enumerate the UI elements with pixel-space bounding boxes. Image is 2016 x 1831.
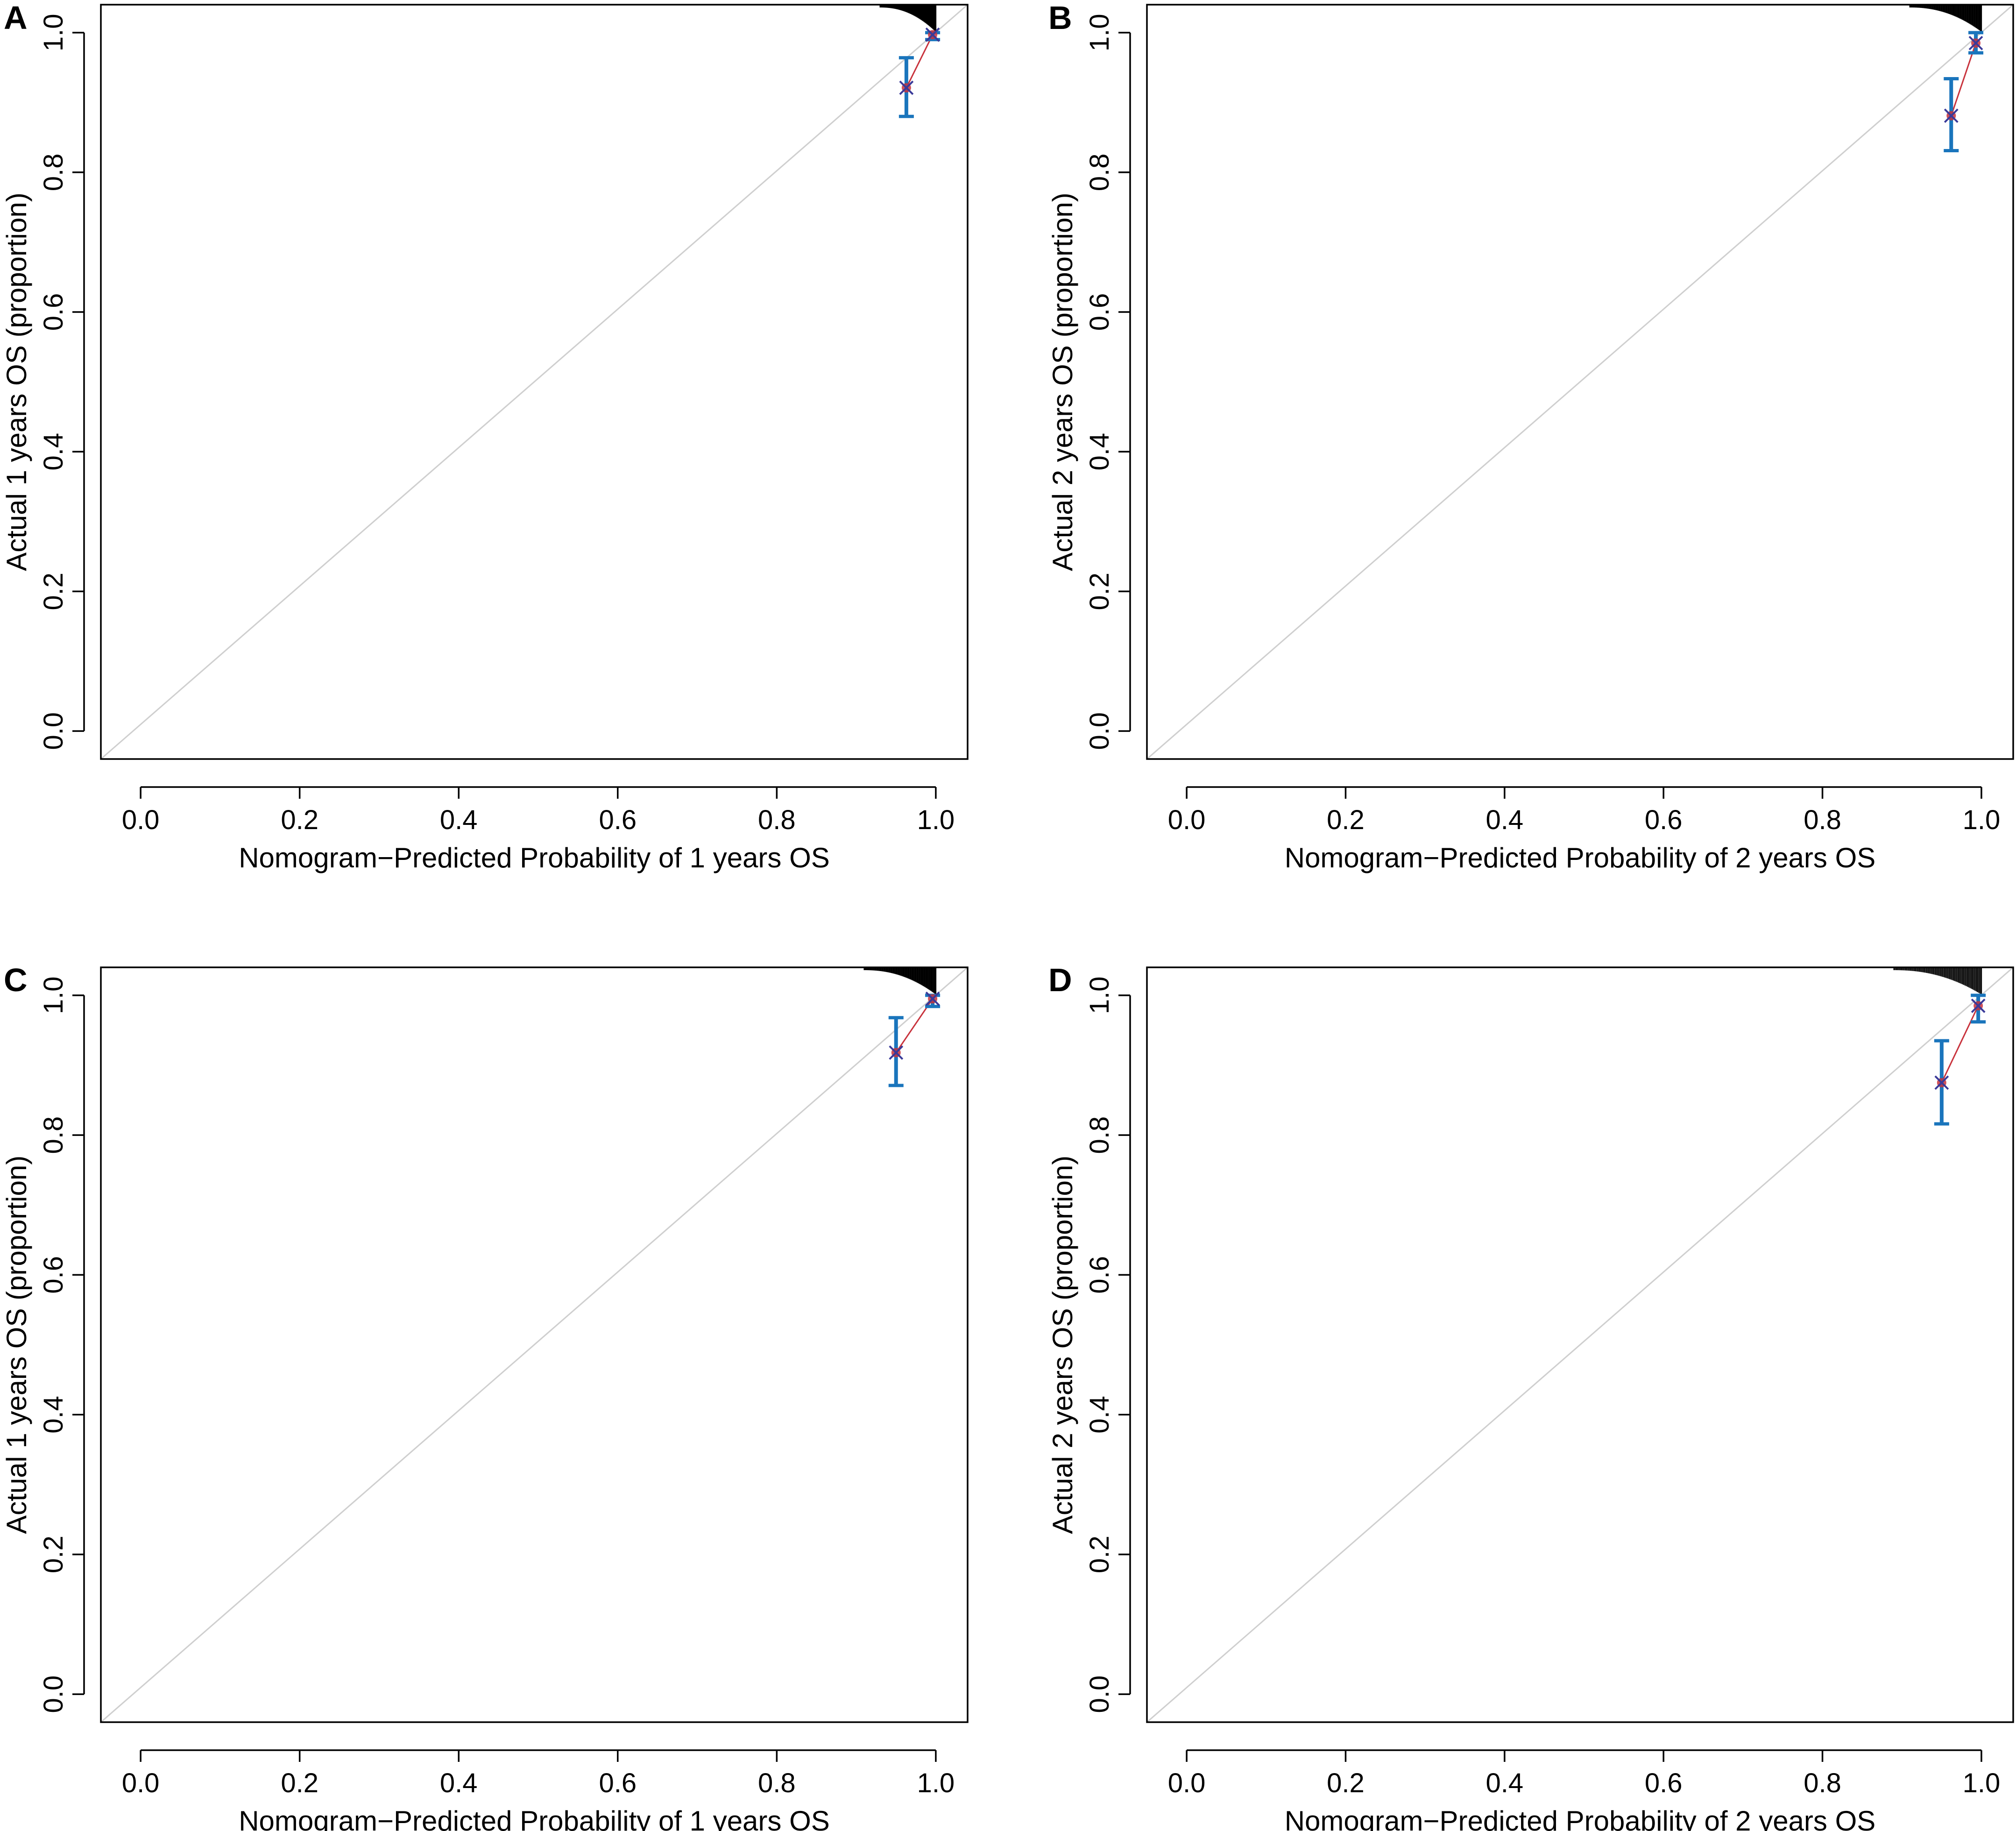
y-tick-label: 0.8 <box>38 1116 69 1154</box>
x-tick-label: 0.4 <box>440 1768 478 1798</box>
panel-letter: A <box>4 0 28 36</box>
x-axis-label: Nomogram−Predicted Probability of 1 year… <box>239 1805 830 1831</box>
y-tick-label: 0.2 <box>38 573 69 610</box>
panel-c: C 0.0 0.2 0.4 0.6 0.8 1.0 0.0 0.2 0.4 0.6 0.8 1.0 Nom… <box>1 962 969 1831</box>
point-cross <box>1944 108 1959 123</box>
ideal-reference-line <box>100 966 968 1723</box>
x-tick-label: 0.6 <box>1645 805 1683 835</box>
ideal-reference-line <box>1146 4 2014 760</box>
x-tick-label: 1.0 <box>917 1768 955 1798</box>
x-tick-label: 0.6 <box>1645 1768 1683 1798</box>
calibration-point <box>1944 108 1959 123</box>
calibration-point <box>1934 1075 1949 1090</box>
x-tick-label: 0.2 <box>281 1768 318 1798</box>
x-tick-label: 0.0 <box>122 805 160 835</box>
plot-frame <box>1146 966 2014 1723</box>
y-tick-label: 0.2 <box>38 1536 69 1574</box>
y-tick-label: 1.0 <box>1084 14 1115 51</box>
point-cross <box>1971 998 1986 1013</box>
y-axis-label: Actual 2 years OS (proportion) <box>1047 192 1078 571</box>
panel-letter: D <box>1048 962 1072 998</box>
y-tick-label: 0.4 <box>1084 1396 1115 1434</box>
y-tick-label: 0.8 <box>38 154 69 192</box>
y-tick-label: 1.0 <box>38 14 69 51</box>
calibration-line <box>1941 1005 1979 1083</box>
point-cross <box>889 1045 904 1060</box>
calibration-point <box>889 1045 904 1060</box>
point-cross <box>1968 35 1983 50</box>
y-tick-label: 0.6 <box>38 293 69 331</box>
y-axis-label: Actual 1 years OS (proportion) <box>1 192 32 571</box>
point-cross <box>899 80 914 95</box>
x-tick-label: 0.8 <box>758 1768 796 1798</box>
point-cross <box>925 27 940 42</box>
x-tick-label: 0.6 <box>599 1768 637 1798</box>
y-tick-label: 0.8 <box>1084 154 1115 192</box>
y-tick-label: 0.4 <box>1084 433 1115 471</box>
x-tick-label: 0.4 <box>1486 1768 1524 1798</box>
x-tick-label: 0.4 <box>1486 805 1524 835</box>
y-axis-label: Actual 1 years OS (proportion) <box>1 1156 32 1534</box>
x-tick-label: 0.8 <box>1804 805 1841 835</box>
y-tick-label: 0.2 <box>1084 573 1115 610</box>
panel-d: D 0.0 0.2 0.4 0.6 0.8 1.0 0.0 0.2 0.4 0.6 0.8 1.0 Nom… <box>1047 962 2014 1831</box>
rug-marks <box>1909 5 1982 32</box>
x-tick-label: 0.4 <box>440 805 478 835</box>
panel-b: B 0.0 0.2 0.4 0.6 0.8 1.0 0.0 0.2 0.4 0.6 0.8 1.0 Nom… <box>1047 0 2014 873</box>
calibration-point <box>899 80 914 95</box>
x-tick-label: 1.0 <box>1963 805 2001 835</box>
y-tick-label: 1.0 <box>38 977 69 1015</box>
y-tick-label: 0.4 <box>38 433 69 471</box>
y-tick-label: 0.4 <box>38 1396 69 1434</box>
y-tick-label: 0.2 <box>1084 1536 1115 1574</box>
point-cross <box>1934 1075 1949 1090</box>
y-tick-label: 0.0 <box>38 712 69 750</box>
y-tick-label: 0.6 <box>38 1256 69 1294</box>
x-tick-label: 0.8 <box>758 805 796 835</box>
calibration-point <box>925 991 940 1006</box>
x-tick-label: 1.0 <box>917 805 955 835</box>
x-tick-label: 0.2 <box>281 805 318 835</box>
x-tick-label: 0.6 <box>599 805 637 835</box>
x-axis-label: Nomogram−Predicted Probability of 2 year… <box>1285 842 1876 873</box>
ideal-reference-line <box>1146 966 2014 1723</box>
y-tick-label: 1.0 <box>1084 977 1115 1015</box>
calibration-line <box>905 34 934 88</box>
x-tick-label: 0.2 <box>1327 805 1365 835</box>
x-tick-label: 1.0 <box>1963 1768 2001 1798</box>
y-tick-label: 0.0 <box>38 1675 69 1713</box>
calibration-point <box>1968 35 1983 50</box>
rug-marks <box>1893 967 1982 994</box>
x-tick-label: 0.2 <box>1327 1768 1365 1798</box>
x-axis-label: Nomogram−Predicted Probability of 2 year… <box>1285 1805 1876 1831</box>
x-axis-label: Nomogram−Predicted Probability of 1 year… <box>239 842 830 873</box>
y-tick-label: 0.6 <box>1084 293 1115 331</box>
rug-marks <box>863 967 937 994</box>
calibration-line <box>1950 43 1977 116</box>
plot-frame <box>1146 4 2014 760</box>
calibration-point <box>1971 998 1986 1013</box>
rug-marks <box>879 5 937 32</box>
y-tick-label: 0.0 <box>1084 712 1115 750</box>
ideal-reference-line <box>100 4 968 760</box>
panel-letter: B <box>1048 0 1072 36</box>
y-tick-label: 0.0 <box>1084 1675 1115 1713</box>
panel-letter: C <box>4 962 28 998</box>
y-tick-label: 0.6 <box>1084 1256 1115 1294</box>
x-tick-label: 0.0 <box>122 1768 160 1798</box>
x-tick-label: 0.0 <box>1168 1768 1206 1798</box>
x-tick-label: 0.8 <box>1804 1768 1841 1798</box>
plot-frame <box>100 4 969 760</box>
y-tick-label: 0.8 <box>1084 1116 1115 1154</box>
panel-a: A 0.0 0.2 0.4 0.6 0.8 1.0 0.0 0.2 0.4 0.6 0.8 1.0 Nom… <box>1 0 969 873</box>
plot-frame <box>100 966 969 1723</box>
calibration-point <box>925 27 940 42</box>
x-tick-label: 0.0 <box>1168 805 1206 835</box>
point-cross <box>925 991 940 1006</box>
y-axis-label: Actual 2 years OS (proportion) <box>1047 1156 1078 1534</box>
